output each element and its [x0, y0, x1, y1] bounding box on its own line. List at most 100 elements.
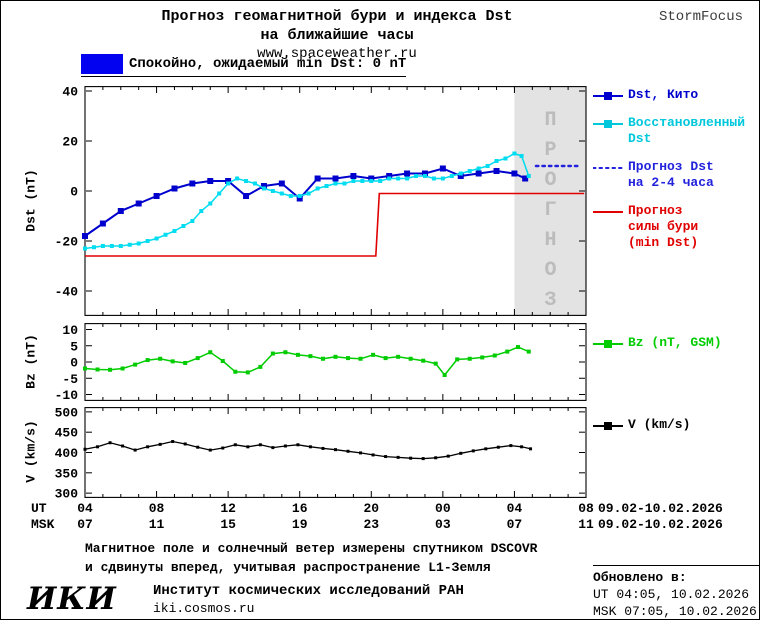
bz-legend: Bz (nT, GSM)	[593, 335, 759, 363]
x-tick-label: 20	[363, 501, 380, 516]
y-tick-label: 0	[70, 185, 78, 200]
updated-msk: MSK 07:05, 10.02.2026	[593, 604, 757, 619]
msk-axis-name: MSK	[31, 517, 55, 532]
series-marker	[333, 354, 338, 359]
series-marker	[252, 181, 257, 186]
series-marker	[146, 445, 150, 449]
series-marker	[296, 443, 300, 447]
y-tick-label: 450	[55, 426, 79, 441]
series-marker	[496, 445, 500, 449]
series-marker	[449, 174, 454, 178]
series-marker	[220, 359, 225, 364]
series-marker	[306, 191, 311, 196]
series-marker	[431, 176, 436, 181]
series-marker	[314, 175, 321, 182]
x-tick-label: 19	[291, 517, 308, 532]
x-tick-label: 16	[291, 501, 308, 516]
series-marker	[519, 154, 524, 158]
series-marker	[378, 179, 383, 183]
legend-item: Dst, Кито	[593, 87, 759, 103]
series-marker	[503, 156, 508, 161]
x-tick-label: 04	[77, 501, 93, 516]
series-marker	[208, 201, 213, 206]
series-marker	[324, 184, 329, 188]
series-marker	[207, 178, 214, 184]
series-marker	[396, 455, 400, 459]
series-marker	[117, 208, 124, 214]
series-marker	[396, 354, 401, 359]
dst-axis-label: Dst (nT)	[23, 169, 39, 232]
legend-label: Прогноз силы бури (min Dst)	[628, 203, 699, 250]
series-marker	[83, 366, 87, 371]
series-marker	[346, 449, 350, 453]
y-tick-label: 400	[55, 446, 79, 461]
series-line	[84, 346, 529, 377]
series-marker	[261, 186, 266, 191]
series-marker	[396, 176, 401, 181]
series-marker	[158, 442, 162, 446]
ut-axis-row: UT 09.02-10.02.2026 04 08 12 16 20 00 04 08	[1, 501, 759, 517]
series-marker	[405, 176, 410, 181]
series-marker	[459, 451, 463, 455]
y-tick-label: -5	[62, 372, 78, 387]
series-marker	[359, 451, 363, 455]
v-legend: V (km/s)	[593, 417, 759, 445]
series-marker	[279, 191, 284, 196]
series-marker	[190, 219, 195, 223]
series-marker	[109, 244, 114, 248]
legend-swatch-icon	[593, 340, 623, 348]
series-marker	[350, 173, 357, 179]
series-marker	[91, 245, 96, 250]
series-marker	[170, 359, 175, 364]
series-marker	[171, 440, 175, 444]
series-line	[84, 152, 530, 250]
series-marker	[511, 170, 518, 177]
series-marker	[195, 356, 200, 361]
series-marker	[360, 179, 365, 183]
institute-name: Институт космических исследований РАН	[153, 583, 464, 599]
series-marker	[145, 239, 150, 243]
series-marker	[233, 443, 237, 447]
series-marker	[383, 356, 388, 361]
series-marker	[120, 366, 125, 371]
iki-logo: ИКИ	[27, 581, 117, 617]
y-tick-label: 40	[62, 85, 78, 100]
series-marker	[308, 445, 312, 449]
series-marker	[108, 367, 113, 372]
legend-label: Восстановленный Dst	[628, 115, 746, 146]
dst-legend: Dst, Кито Восстановленный Dst Прогноз Dst …	[593, 87, 759, 263]
series-marker	[233, 369, 238, 374]
ut-axis-name: UT	[31, 501, 47, 516]
series-marker	[283, 444, 287, 448]
series-marker	[99, 220, 106, 227]
series-marker	[409, 456, 413, 460]
series-marker	[171, 185, 178, 192]
status-color-swatch	[81, 54, 123, 74]
series-marker	[121, 444, 125, 448]
series-marker	[369, 179, 374, 183]
series-marker	[226, 181, 231, 186]
series-marker	[208, 350, 213, 355]
series-marker	[196, 445, 200, 449]
series-marker	[408, 356, 413, 361]
legend-item: V (km/s)	[593, 417, 759, 433]
series-marker	[163, 232, 168, 237]
x-tick-label: 07	[506, 517, 523, 532]
x-tick-label: 11	[578, 517, 594, 532]
series-marker	[494, 159, 499, 163]
y-tick-label: 10	[62, 323, 78, 338]
series-marker	[505, 349, 510, 354]
page-subtitle: на ближайшие часы	[260, 27, 414, 44]
series-marker	[145, 358, 150, 363]
legend-label: Прогноз Dst на 2-4 часа	[628, 159, 714, 190]
y-tick-label: -10	[55, 388, 79, 403]
y-tick-label: 0	[70, 356, 78, 371]
series-marker	[480, 355, 485, 360]
series-line	[84, 440, 531, 460]
series-marker	[512, 151, 517, 156]
series-marker	[351, 179, 356, 183]
series-marker	[158, 356, 163, 361]
series-marker	[243, 193, 250, 199]
series-marker	[493, 168, 500, 174]
